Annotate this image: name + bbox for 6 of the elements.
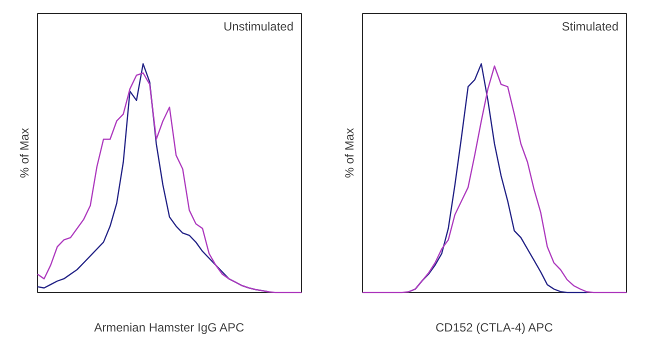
y-axis-title: % of Max <box>18 128 32 178</box>
x-axis-title: Armenian Hamster IgG APC <box>94 320 245 334</box>
y-axis-title: % of Max <box>342 128 356 178</box>
text: Unstimulated <box>223 20 294 34</box>
x-axis-title: CD152 (CTLA-4) APC <box>435 320 554 334</box>
text: Stimulated <box>562 20 619 34</box>
